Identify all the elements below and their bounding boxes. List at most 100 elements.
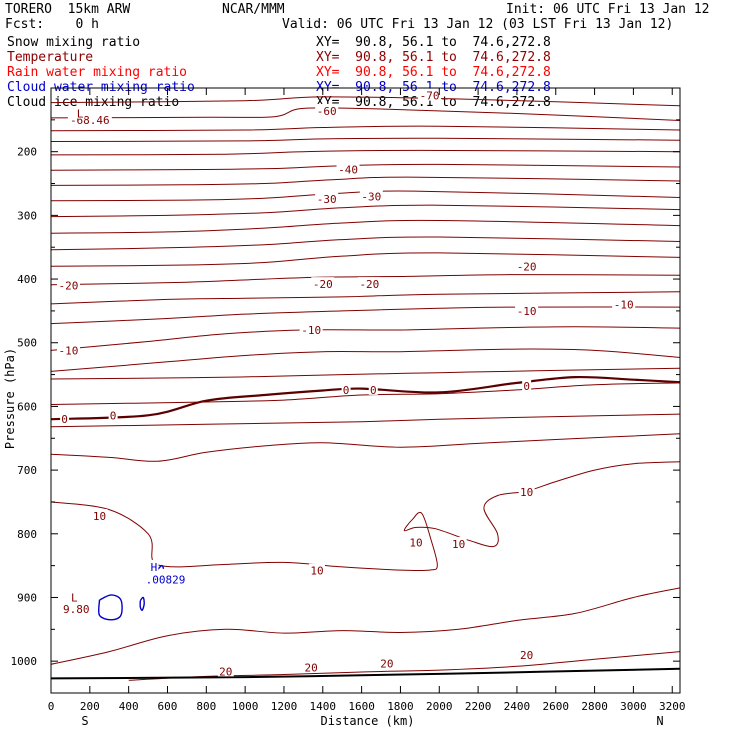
contour-label: 10 [93, 510, 106, 523]
isotherm-18 [51, 367, 680, 380]
org-label: NCAR/MMM [222, 2, 285, 17]
cloud-blob-1 [97, 594, 123, 621]
label-backdrop [518, 647, 535, 660]
x-tick-label: 1600 [348, 700, 375, 713]
contour-label: L [71, 591, 78, 604]
label-backdrop [303, 660, 320, 673]
contour-label: 9.80 [63, 603, 90, 616]
isotherm-21 [51, 413, 680, 428]
y-tick-label: 200 [17, 146, 37, 159]
label-backdrop [515, 259, 539, 272]
x-tick-label: 1000 [232, 700, 259, 713]
isotherm-20 [51, 382, 680, 405]
isotherm-twenty [128, 651, 680, 681]
label-backdrop [217, 664, 234, 677]
x-tick-label: 2800 [581, 700, 608, 713]
x-tick-label: 600 [158, 700, 178, 713]
x-tick-label: 2400 [504, 700, 531, 713]
label-backdrop [299, 323, 323, 335]
contour-label: -30 [361, 190, 381, 203]
label-backdrop [407, 535, 424, 548]
y-tick-label: 600 [17, 400, 37, 413]
axis-layer: 0 200 400 600 800 1000 1200 1400 1600 1800 2000 220… [11, 87, 685, 713]
isotherm-22 [51, 433, 680, 462]
init-time: Init: 06 UTC Fri 13 Jan 12 [506, 2, 710, 17]
isotherm-16 [51, 326, 680, 351]
cloud-blob-2 [139, 596, 145, 611]
isotherm-3 [51, 125, 680, 132]
x-tick-label: 2000 [426, 700, 453, 713]
label-backdrop [69, 590, 79, 603]
south-label: S [81, 714, 88, 728]
north-label: N [656, 714, 663, 728]
contour-label: 0 [61, 413, 68, 426]
contour-label: -60 [317, 105, 337, 118]
label-backdrop [357, 277, 381, 290]
contour-label: 0 [110, 409, 117, 422]
valid-time: Valid: 06 UTC Fri 13 Jan 12 (03 LST Fri … [282, 17, 674, 32]
isotherm-ten-main [51, 461, 680, 572]
x-tick-label: 2600 [543, 700, 570, 713]
label-backdrop [75, 106, 85, 119]
contour-label: -20 [517, 260, 537, 273]
x-tick-label: 1200 [271, 700, 298, 713]
contour-label: -10 [301, 324, 321, 337]
contour-label: 20 [305, 662, 318, 675]
x-tick-label: 1800 [387, 700, 414, 713]
isotherm-2 [51, 107, 680, 121]
contour-label: -70 [420, 90, 440, 103]
label-backdrop [149, 559, 159, 572]
field-name: Rain water mixing ratio [7, 65, 188, 80]
label-backdrop [341, 382, 351, 395]
contour-label: -40 [338, 164, 358, 177]
isotherm-near-surface [51, 587, 680, 665]
isotherm-10 [51, 219, 680, 234]
contour-label: -20 [59, 279, 79, 292]
contour-label: -10 [614, 299, 634, 312]
label-backdrop [91, 508, 108, 521]
label-backdrop [56, 343, 80, 356]
contour-label: -20 [359, 278, 379, 291]
isotherm-12 [51, 252, 680, 267]
contour-label: 10 [409, 537, 422, 550]
isotherm-13 [51, 274, 680, 286]
contour-label: .00829 [146, 574, 186, 587]
y-tick-label: 500 [17, 337, 37, 350]
forecast-hour: Fcst: 0 h [5, 17, 99, 32]
y-tick-label: 400 [17, 273, 37, 286]
contour-label: 10 [520, 486, 533, 499]
label-backdrop [515, 303, 539, 316]
isotherm-7 [51, 176, 680, 186]
label-backdrop [315, 191, 339, 204]
contour-layer [51, 96, 680, 681]
y-tick-label: 800 [17, 528, 37, 541]
isotherm-4 [51, 137, 680, 142]
isotherm-15 [51, 306, 680, 325]
contour-label: 20 [380, 658, 393, 671]
contour-label: H [151, 561, 158, 574]
contour-label: 0 [523, 380, 530, 393]
contour-label: -30 [317, 193, 337, 206]
plot-frame [50, 87, 681, 694]
label-backdrop [522, 379, 532, 392]
model-title: TORERO 15km ARW [5, 2, 131, 17]
x-axis-label: Distance (km) [321, 714, 415, 728]
isotherm-1 [51, 96, 680, 107]
field-coords: XY= 90.8, 56.1 to 74.6,272.8 [316, 35, 551, 50]
field-name: Snow mixing ratio [7, 35, 141, 50]
label-backdrop [368, 382, 378, 395]
contour-label: -10 [59, 344, 79, 357]
contour-label: -20 [313, 278, 333, 291]
isotherm-17 [51, 348, 680, 372]
contour-label: 0 [343, 384, 350, 397]
field-coords: XY= 90.8, 56.1 to 74.6,272.8 [316, 50, 551, 65]
isotherm-14 [51, 291, 680, 305]
contour-label: 10 [310, 565, 323, 578]
contour-label: 20 [219, 665, 232, 678]
label-backdrop [60, 412, 70, 425]
label-backdrop [108, 408, 118, 421]
label-layer: -68.46L-70-60-40-30 -30-20 -20 -20-20-10-10… [56, 88, 636, 678]
contour-label: -10 [517, 305, 537, 318]
y-tick-label: 700 [17, 464, 37, 477]
y-tick-label: 1000 [11, 655, 38, 668]
